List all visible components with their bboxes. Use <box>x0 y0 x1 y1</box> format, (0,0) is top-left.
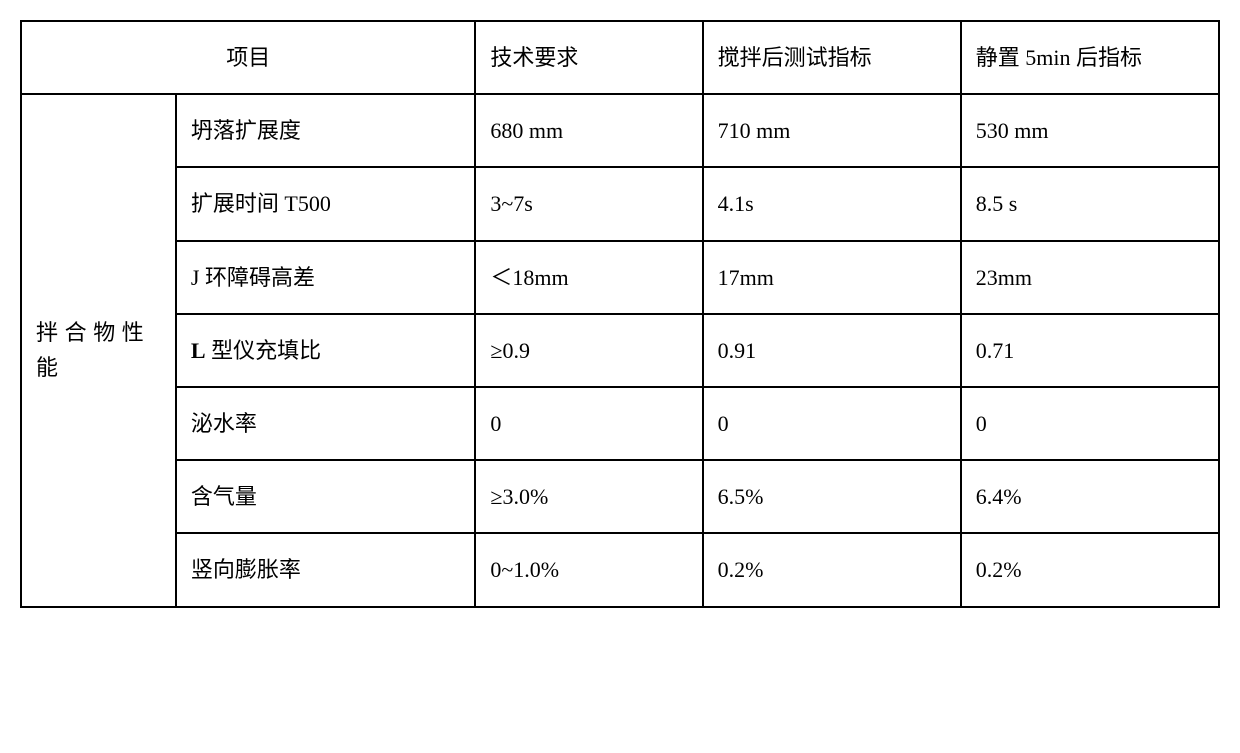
param-mix: 0.2% <box>703 533 961 606</box>
param-name: 坍落扩展度 <box>176 94 476 167</box>
param-name: 竖向膨胀率 <box>176 533 476 606</box>
param-tech: 3~7s <box>475 167 702 240</box>
rowgroup-label: 拌合物性能 <box>21 94 176 606</box>
param-mix: 0.91 <box>703 314 961 387</box>
param-tech: ≥3.0% <box>475 460 702 533</box>
param-rest: 0 <box>961 387 1219 460</box>
table-row: 竖向膨胀率 0~1.0% 0.2% 0.2% <box>21 533 1219 606</box>
param-mix: 710 mm <box>703 94 961 167</box>
table-header-row: 项目 技术要求 搅拌后测试指标 静置 5min 后指标 <box>21 21 1219 94</box>
param-rest: 0.2% <box>961 533 1219 606</box>
table-row: 泌水率 0 0 0 <box>21 387 1219 460</box>
header-tech-req: 技术要求 <box>475 21 702 94</box>
param-rest: 0.71 <box>961 314 1219 387</box>
param-mix: 6.5% <box>703 460 961 533</box>
param-name: J 环障碍高差 <box>176 241 476 314</box>
table-row: J 环障碍高差 ＜18mm 17mm 23mm <box>21 241 1219 314</box>
param-tech: 680 mm <box>475 94 702 167</box>
param-mix: 17mm <box>703 241 961 314</box>
param-tech: ＜18mm <box>475 241 702 314</box>
param-mix: 4.1s <box>703 167 961 240</box>
param-tech: 0 <box>475 387 702 460</box>
header-after-rest: 静置 5min 后指标 <box>961 21 1219 94</box>
param-tech: 0~1.0% <box>475 533 702 606</box>
param-rest: 530 mm <box>961 94 1219 167</box>
param-rest: 6.4% <box>961 460 1219 533</box>
param-name: 泌水率 <box>176 387 476 460</box>
table-row: 扩展时间 T500 3~7s 4.1s 8.5 s <box>21 167 1219 240</box>
param-name: 扩展时间 T500 <box>176 167 476 240</box>
header-project: 项目 <box>21 21 475 94</box>
param-tech: ≥0.9 <box>475 314 702 387</box>
spec-table: 项目 技术要求 搅拌后测试指标 静置 5min 后指标 拌合物性能 坍落扩展度 … <box>20 20 1220 608</box>
param-name-text: 型仪充填比 <box>206 338 322 363</box>
header-after-mix: 搅拌后测试指标 <box>703 21 961 94</box>
param-mix: 0 <box>703 387 961 460</box>
param-name: 含气量 <box>176 460 476 533</box>
param-rest: 23mm <box>961 241 1219 314</box>
table-row: 拌合物性能 坍落扩展度 680 mm 710 mm 530 mm <box>21 94 1219 167</box>
table-row: L 型仪充填比 ≥0.9 0.91 0.71 <box>21 314 1219 387</box>
bold-prefix: L <box>191 338 206 363</box>
table-row: 含气量 ≥3.0% 6.5% 6.4% <box>21 460 1219 533</box>
param-rest: 8.5 s <box>961 167 1219 240</box>
param-name: L 型仪充填比 <box>176 314 476 387</box>
